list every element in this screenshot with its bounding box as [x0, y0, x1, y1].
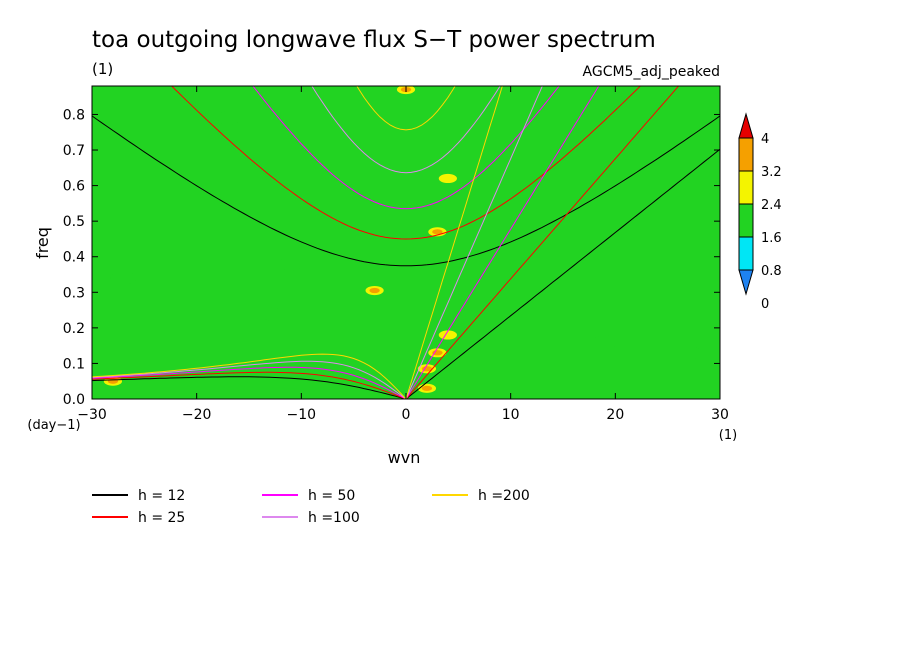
series-h-25: [92, 86, 680, 399]
series-h-50: [92, 86, 600, 399]
rossby-wave-curve: [92, 360, 407, 399]
y-tick-label: 0.6: [63, 179, 85, 195]
title-unit: (1): [92, 60, 113, 78]
x-axis: −30 −20 −10 0 10 20 30: [77, 86, 729, 423]
hotspot-contour: [675, 346, 702, 360]
y-axis-label: freq: [33, 227, 52, 259]
legend-label: h =200: [478, 488, 530, 504]
hotspot-contour: [110, 271, 137, 285]
hotspot-contour: [215, 111, 242, 125]
kelvin-wave-curve: [405, 86, 680, 399]
power-hotspot: [110, 271, 137, 285]
hotspot-contour: [438, 330, 457, 340]
chart-subtitle: AGCM5_adj_peaked: [583, 64, 720, 80]
hotspot-contour: [256, 307, 283, 321]
y-tick-label: 0.1: [63, 356, 85, 372]
y-tick-label: 0.8: [63, 107, 85, 123]
rossby-wave-curve: [92, 366, 407, 399]
colorbar-label: 0: [761, 297, 769, 312]
x-tick-label: −10: [287, 407, 317, 423]
inertia-gravity-curve: [252, 86, 560, 210]
colorbar-box: [738, 203, 754, 238]
colorbar-box: [738, 137, 754, 172]
colorbar-min-arrow: [738, 269, 754, 296]
power-hotspot: [162, 328, 189, 342]
rossby-wave-curve: [92, 353, 407, 399]
legend-label: h =100: [308, 510, 360, 526]
hotspot-contour: [591, 335, 618, 349]
legend: h = 12 h = 25 h = 50 h =100 h =200: [92, 488, 530, 526]
power-hotspot: [277, 257, 304, 271]
kelvin-wave-curve: [405, 148, 720, 399]
inertia-gravity-curve: [92, 115, 720, 267]
series-h-100: [92, 86, 543, 399]
hotspot-contour: [369, 287, 380, 294]
plot-background: [92, 86, 720, 399]
inertia-gravity-curve: [170, 86, 642, 240]
hotspot-contour: [277, 257, 304, 271]
power-hotspot: [215, 111, 242, 125]
power-hotspot: [455, 314, 482, 328]
plot-area: [91, 85, 721, 400]
x-tick-label: 10: [502, 407, 520, 423]
power-hotspot: [256, 307, 283, 321]
hotspot-contour: [162, 328, 189, 342]
power-hotspot: [591, 335, 618, 349]
chart-title: toa outgoing longwave flux S−T power spe…: [92, 27, 656, 53]
x-tick-label: 0: [402, 407, 411, 423]
legend-label: h = 25: [138, 510, 185, 526]
colorbar-label: 3.2: [761, 165, 782, 180]
y-axis-unit: (day−1): [27, 418, 80, 433]
inertia-gravity-curve: [356, 86, 456, 131]
x-axis-label: wvn: [388, 448, 421, 467]
dispersion-curves: [92, 86, 720, 399]
kelvin-wave-curve: [405, 86, 600, 399]
power-hotspot: [434, 171, 461, 185]
power-hotspot: [434, 328, 461, 342]
y-tick-label: 0.2: [63, 321, 85, 337]
hotspot-contour: [432, 229, 443, 235]
colorbar-box: [738, 236, 754, 271]
kelvin-wave-curve: [405, 86, 543, 399]
inertia-gravity-curve: [311, 86, 501, 174]
legend-label: h = 50: [308, 488, 355, 504]
rossby-wave-curve: [92, 371, 407, 399]
colorbar-label: 1.6: [761, 231, 782, 246]
colorbar-label: 0.8: [761, 264, 782, 279]
power-field: [99, 86, 702, 395]
x-tick-label: −30: [77, 407, 107, 423]
colorbar-max-arrow: [738, 112, 754, 139]
series-h-200: [92, 86, 503, 399]
y-tick-label: 0.0: [63, 392, 85, 408]
power-hotspot: [413, 381, 440, 395]
power-hotspot: [675, 346, 702, 360]
legend-label: h = 12: [138, 488, 185, 504]
hotspot-contour: [438, 173, 457, 184]
kelvin-wave-curve: [405, 86, 503, 399]
y-tick-label: 0.4: [63, 250, 85, 266]
y-tick-label: 0.5: [63, 214, 85, 230]
y-axis: 0.0 0.1 0.2 0.3 0.4 0.5 0.6 0.7 0.8: [63, 107, 720, 408]
y-tick-label: 0.7: [63, 143, 85, 159]
x-axis-unit: (1): [719, 428, 737, 443]
y-tick-label: 0.3: [63, 285, 85, 301]
colorbar: 0 0.8 1.6 2.4 3.2 4: [738, 112, 782, 312]
x-tick-label: 30: [711, 407, 729, 423]
hotspot-contour: [455, 314, 482, 328]
colorbar-box: [738, 170, 754, 205]
rossby-wave-curve: [92, 376, 407, 399]
power-hotspot: [361, 284, 388, 298]
colorbar-label: 2.4: [761, 198, 782, 213]
colorbar-label: 4: [761, 132, 769, 147]
series-h-12: [92, 115, 720, 399]
x-tick-label: 20: [606, 407, 624, 423]
hotspot-contour: [421, 385, 433, 391]
x-tick-label: −20: [182, 407, 212, 423]
